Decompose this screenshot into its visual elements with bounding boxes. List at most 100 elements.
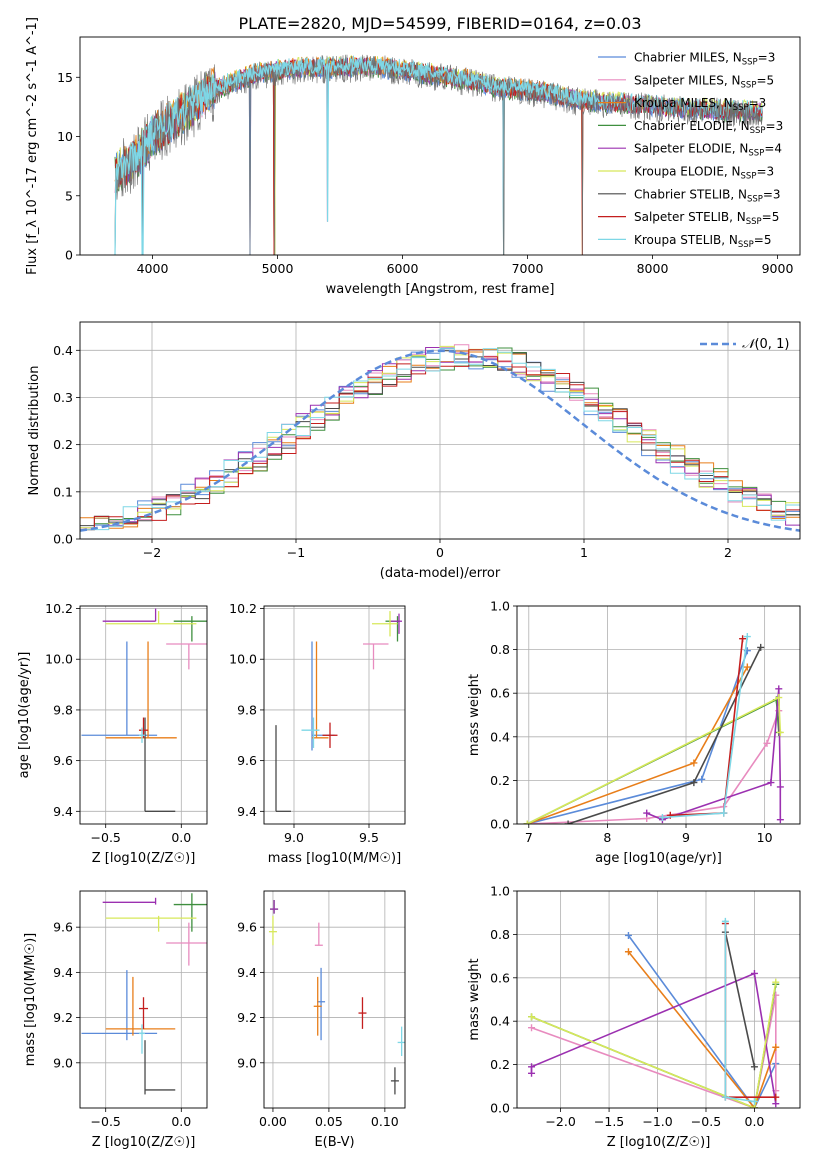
weight-line-salpeter-stelib xyxy=(724,923,776,1098)
x-axis-label: E(B-V) xyxy=(314,1135,354,1150)
x-tick-label: 8000 xyxy=(637,261,669,276)
x-axis-label: mass [log10(M/M☉)] xyxy=(268,851,401,866)
x-tick-label: −0.5 xyxy=(691,1114,721,1129)
x-axis-label: wavelength [Angstrom, rest frame] xyxy=(326,282,555,297)
weight-line-chabrier-miles xyxy=(627,935,777,1108)
y-tick-label: 9.4 xyxy=(237,965,257,980)
weight-marker xyxy=(776,728,784,736)
grid-layer xyxy=(80,322,800,1109)
spectrum-observed-line xyxy=(114,54,763,255)
weight-marker xyxy=(775,685,783,693)
y-tick-label: 0.3 xyxy=(53,390,73,405)
x-tick-label: −1.5 xyxy=(594,1114,624,1129)
weight-marker xyxy=(772,978,780,986)
weight-marker xyxy=(743,633,751,641)
weight-line-chabrier-stelib xyxy=(724,932,756,1067)
legend-label: Kroupa ELODIE, NSSP=3 xyxy=(634,165,774,182)
x-tick-label: 1 xyxy=(580,545,588,560)
legend-label: Kroupa STELIB, NSSP=5 xyxy=(634,233,772,250)
weight-line-salpeter-miles xyxy=(531,995,777,1108)
weight-line-kroupa-miles xyxy=(627,951,777,1108)
y-tick-label: 9.0 xyxy=(237,1055,257,1070)
legend-label: Salpeter MILES, NSSP=5 xyxy=(634,73,774,90)
x-tick-label: −1 xyxy=(287,545,305,560)
y-tick-label: 10.0 xyxy=(229,652,257,667)
y-tick-label: 0.0 xyxy=(490,817,510,832)
legend-label: Salpeter STELIB, NSSP=5 xyxy=(634,210,779,227)
weight-marker xyxy=(743,663,751,671)
axes-frame xyxy=(79,605,208,825)
y-tick-label: 0.1 xyxy=(53,484,73,499)
weight-marker xyxy=(767,779,775,787)
y-tick-label: 0.6 xyxy=(490,970,510,985)
y-axis-label: Normed distribution xyxy=(27,366,42,496)
weight-marker xyxy=(775,694,783,702)
hist-series-kroupa-stelib xyxy=(80,347,800,539)
x-tick-label: 8 xyxy=(603,830,611,845)
y-axis-label: mass weight xyxy=(467,958,482,1040)
weight-marker xyxy=(750,1097,758,1105)
y-tick-label: 9.4 xyxy=(53,965,73,980)
x-axis-label: Z [log10(Z/Z☉)] xyxy=(92,851,196,866)
x-tick-label: 0.0 xyxy=(171,1114,191,1129)
spectrum-line-kroupa-stelib xyxy=(114,57,603,255)
x-tick-label: 9.0 xyxy=(284,830,304,845)
figure-title: PLATE=2820, MJD=54599, FIBERID=0164, z=0… xyxy=(238,14,641,33)
x-tick-label: 0.0 xyxy=(171,830,191,845)
weight-marker xyxy=(698,775,706,783)
y-tick-label: 0.0 xyxy=(490,1101,510,1116)
y-tick-label: 9.2 xyxy=(237,1010,257,1025)
y-tick-label: 9.6 xyxy=(53,753,73,768)
weight-marker xyxy=(720,809,728,817)
weight-marker xyxy=(739,635,747,643)
x-tick-label: 0 xyxy=(436,545,444,560)
data-layer xyxy=(80,54,800,1108)
weight-marker xyxy=(624,931,632,939)
weight-marker xyxy=(690,759,698,767)
y-tick-label: 10.2 xyxy=(45,601,73,616)
weight-marker xyxy=(523,820,531,824)
weight-line-salpeter-stelib xyxy=(670,638,744,817)
y-axis-label: Flux [f_λ 10^-17 erg cm^-2 s^-1 A^-1] xyxy=(25,17,40,275)
weight-marker xyxy=(772,1093,780,1101)
legend-layer: Chabrier MILES, NSSP=3 Salpeter MILES, NS… xyxy=(598,51,789,352)
y-tick-label: 0.4 xyxy=(490,729,510,744)
y-tick-label: 0.2 xyxy=(53,437,73,452)
gaussian-reference-curve xyxy=(80,349,800,532)
y-tick-label: 9.8 xyxy=(53,702,73,717)
x-tick-label: −0.5 xyxy=(91,830,121,845)
x-axis-label: Z [log10(Z/Z☉)] xyxy=(607,1135,711,1150)
weight-marker xyxy=(721,917,729,925)
x-axis-label: age [log10(age/yr)] xyxy=(595,851,722,866)
y-tick-label: 9.6 xyxy=(237,753,257,768)
weight-marker xyxy=(750,969,758,977)
y-tick-label: 10 xyxy=(57,129,73,144)
weight-marker xyxy=(772,1100,780,1108)
legend-label: Chabrier STELIB, NSSP=3 xyxy=(634,187,781,204)
x-tick-label: 9 xyxy=(682,830,690,845)
legend-label: Kroupa MILES, NSSP=3 xyxy=(634,96,766,113)
y-axis-label: age [log10(age/yr)] xyxy=(17,652,32,779)
weight-marker xyxy=(528,1063,536,1071)
x-tick-label: −2.0 xyxy=(545,1114,575,1129)
x-axis-label: Z [log10(Z/Z☉)] xyxy=(92,1135,196,1150)
x-tick-label: 4000 xyxy=(137,261,169,276)
legend-label-gaussian: 𝒩(0, 1) xyxy=(742,337,789,352)
x-tick-label: −0.5 xyxy=(91,1114,121,1129)
x-tick-label: 7000 xyxy=(512,261,544,276)
y-tick-label: 0.6 xyxy=(490,686,510,701)
x-tick-label: −2 xyxy=(143,545,161,560)
y-axis-label: mass weight xyxy=(467,674,482,756)
weight-marker xyxy=(658,813,666,821)
legend-label: Salpeter ELODIE, NSSP=4 xyxy=(634,142,782,159)
y-tick-label: 5 xyxy=(65,188,73,203)
x-tick-label: 0.10 xyxy=(371,1114,399,1129)
y-tick-label: 1.0 xyxy=(490,884,510,899)
weight-line-chabrier-miles xyxy=(527,650,749,824)
weight-line-kroupa-elodie xyxy=(531,981,777,1108)
y-tick-label: 0 xyxy=(65,248,73,263)
weight-marker xyxy=(750,1104,758,1108)
y-tick-label: 0.2 xyxy=(490,773,510,788)
weight-marker xyxy=(690,779,698,787)
